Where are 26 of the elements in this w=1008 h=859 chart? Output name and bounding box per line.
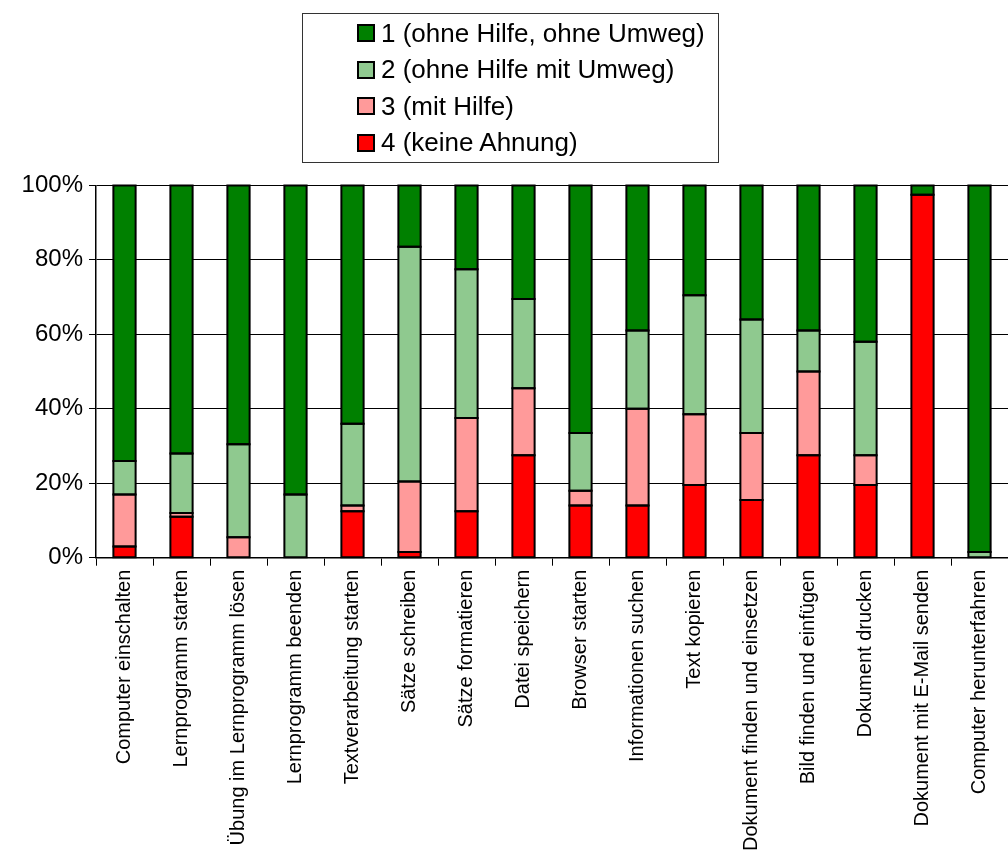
y-tick-label: 60% — [34, 318, 83, 346]
y-tick-label: 0% — [48, 542, 83, 570]
x-tick-label: Sätze formatieren — [454, 569, 477, 728]
x-tick-label: Übung im Lernprogramm lösen — [226, 569, 249, 846]
x-tick-label: Dokument mit E-Mail senden — [910, 569, 933, 827]
legend-label: 1 (ohne Hilfe, ohne Umweg) — [381, 17, 705, 49]
x-tick-label: Textverarbeitung starten — [340, 569, 363, 785]
y-tick-label: 20% — [34, 467, 83, 495]
x-tick-label: Dokument finden und einsetzen — [739, 569, 762, 852]
x-tick-label: Text kopieren — [682, 569, 705, 689]
x-tick-label: Bild finden und einfügen — [796, 569, 819, 785]
legend-label: 3 (mit Hilfe) — [381, 90, 514, 122]
x-tick-label: Browser starten — [568, 569, 591, 710]
x-tick-label: Dokument drucken — [853, 569, 876, 738]
x-tick-label: Computer einschalten — [112, 569, 135, 765]
x-tick-label: Datei speichern — [511, 569, 534, 709]
legend-label: 4 (keine Ahnung) — [381, 127, 578, 159]
y-tick-label: 80% — [34, 244, 83, 272]
x-tick-label: Sätze schreiben — [397, 569, 420, 714]
legend-label: 2 (ohne Hilfe mit Umweg) — [381, 54, 675, 86]
x-tick-label: Lernprogramm starten — [169, 569, 192, 768]
y-tick-label: 40% — [34, 393, 83, 421]
x-tick-label: Lernprogramm beenden — [283, 569, 306, 785]
x-tick-label: Informationen suchen — [625, 569, 648, 763]
x-tick-label: Computer herunterfahren — [967, 569, 990, 795]
y-tick-label: 100% — [21, 170, 83, 198]
